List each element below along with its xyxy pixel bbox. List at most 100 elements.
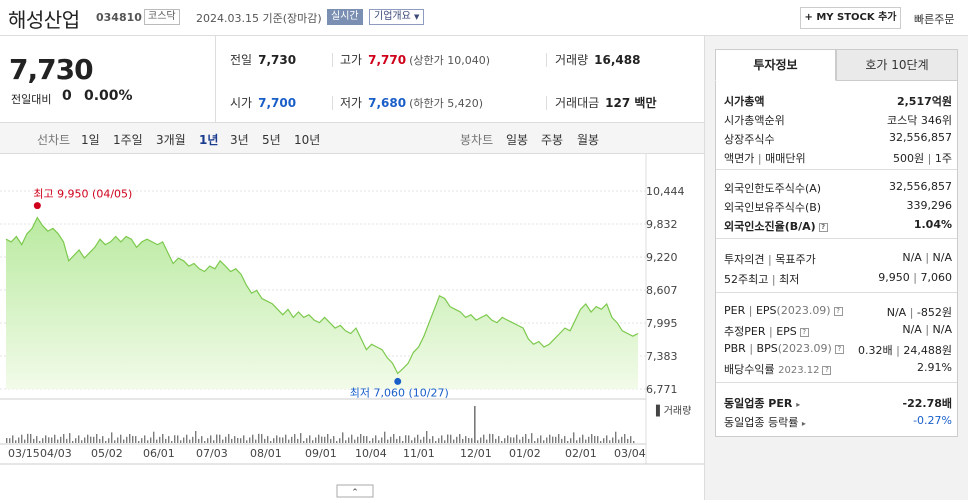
help-icon[interactable]: ?	[799, 328, 809, 337]
change-label: 전일대비	[11, 93, 52, 106]
volume-bar	[177, 435, 179, 443]
caret-right-icon[interactable]: ▸	[801, 419, 806, 428]
volume-bar	[123, 439, 125, 443]
candle-chart-label: 봉차트	[460, 133, 494, 147]
volume-bar	[438, 438, 440, 443]
volume-bar	[516, 434, 518, 443]
volume-bar	[585, 439, 587, 443]
volume-bar	[561, 438, 563, 443]
period-10y[interactable]: 10년	[294, 133, 321, 147]
volume-bar	[279, 437, 281, 443]
volume-bar	[468, 438, 470, 443]
quick-order-button[interactable]: 빠른주문	[914, 13, 955, 26]
help-icon[interactable]: ?	[822, 366, 832, 375]
volume-bar	[21, 434, 23, 443]
change-percent: 0.00%	[84, 88, 133, 104]
volume-bar	[165, 438, 167, 443]
low-label: 최저 7,060 (10/27)	[350, 386, 449, 399]
period-1y[interactable]: 1년	[199, 133, 219, 147]
volume-bar	[573, 432, 575, 443]
investment-info-panel: 투자정보 호가 10단계 시가총액 2,517억원 시가총액순위 코스닥 346위 …	[704, 36, 968, 500]
volume-bar	[597, 436, 599, 443]
volume-bar	[435, 441, 437, 443]
volume-bar	[609, 440, 611, 443]
volume-bar	[486, 439, 488, 443]
period-5y[interactable]: 5년	[262, 133, 281, 147]
volume-bar	[138, 441, 140, 443]
x-tick-label: 01/02	[509, 447, 541, 460]
period-1w[interactable]: 1주일	[113, 133, 143, 147]
volume-bar	[456, 436, 458, 443]
volume-bar	[102, 436, 104, 443]
volume-bar	[417, 434, 419, 443]
volume-bar	[309, 435, 311, 443]
volume-bar	[129, 434, 131, 443]
volume-bar	[72, 441, 74, 443]
help-icon[interactable]: ?	[834, 345, 844, 354]
candle-daily[interactable]: 일봉	[506, 133, 529, 147]
volume-bar	[420, 439, 422, 443]
volume-bar	[471, 438, 473, 443]
help-icon[interactable]: ?	[818, 223, 828, 232]
period-3m[interactable]: 3개월	[156, 133, 186, 147]
volume-bar	[393, 434, 395, 443]
company-info-dropdown[interactable]: 기업개요 ▼	[369, 9, 425, 25]
price-stats: 전일 7,730 고가 7,770 (상한가 10,040) 거래량 16,488 시가…	[216, 36, 704, 122]
volume-bar	[327, 434, 329, 443]
volume-bar	[579, 437, 581, 443]
y-tick-label: 8,607	[646, 284, 678, 297]
volume-bar	[81, 440, 83, 443]
volume-bar	[432, 436, 434, 443]
help-icon[interactable]: ?	[833, 307, 843, 316]
volume-bar	[312, 440, 314, 443]
volume-bar	[459, 434, 461, 443]
price-chart: 10,444 9,832 9,220 8,607 7,995 7,383 6,771 03/…	[0, 154, 704, 500]
tab-investment-info[interactable]: 투자정보	[715, 49, 836, 81]
tab-quote-10[interactable]: 호가 10단계	[836, 49, 958, 81]
volume-bar	[588, 436, 590, 443]
volume-bar	[453, 439, 455, 443]
chart-collapse-button[interactable]	[336, 484, 374, 498]
high-label: 최고 9,950 (04/05)	[33, 188, 132, 201]
volume-bar	[108, 438, 110, 443]
volume-bar	[273, 438, 275, 443]
stat-high: 고가 7,770 (상한가 10,040)	[340, 53, 490, 67]
volume-bar	[78, 435, 80, 443]
candle-monthly[interactable]: 월봉	[577, 133, 600, 147]
volume-bar	[192, 436, 194, 443]
chevron-down-icon: ▼	[414, 13, 420, 21]
period-1d[interactable]: 1일	[81, 133, 100, 147]
volume-bar	[375, 435, 377, 443]
volume-bar	[219, 434, 221, 443]
volume-bar	[33, 438, 35, 443]
volume-bar	[264, 438, 266, 443]
volume-bar	[147, 440, 149, 443]
period-3y[interactable]: 3년	[230, 133, 249, 147]
candle-weekly[interactable]: 주봉	[541, 133, 564, 147]
volume-bar	[372, 438, 374, 443]
stat-open: 시가 7,700	[230, 96, 297, 110]
volume-bar	[339, 438, 341, 443]
volume-bar	[618, 439, 620, 443]
caret-right-icon[interactable]: ▸	[796, 400, 801, 409]
volume-bar	[135, 436, 137, 443]
volume-bar	[606, 435, 608, 443]
volume-bar	[378, 440, 380, 443]
volume-bar	[126, 436, 128, 443]
price-chart-svg: 10,444 9,832 9,220 8,607 7,995 7,383 6,771 03/…	[0, 154, 704, 498]
volume-bar	[423, 436, 425, 443]
volume-bar	[201, 436, 203, 443]
volume-label: ▌거래량	[655, 404, 691, 417]
y-tick-label: 9,832	[646, 218, 678, 231]
volume-bar	[150, 437, 152, 443]
volume-bar	[426, 431, 428, 443]
volume-bar	[297, 438, 299, 443]
volume-bar	[162, 434, 164, 443]
realtime-button[interactable]: 실시간	[327, 9, 363, 25]
volume-bar	[30, 434, 32, 443]
volume-bar	[600, 441, 602, 443]
volume-bar	[504, 438, 506, 443]
volume-bar	[414, 437, 416, 443]
my-stock-add-button[interactable]: + MY STOCK 추가	[800, 7, 901, 29]
volume-bar	[441, 435, 443, 443]
